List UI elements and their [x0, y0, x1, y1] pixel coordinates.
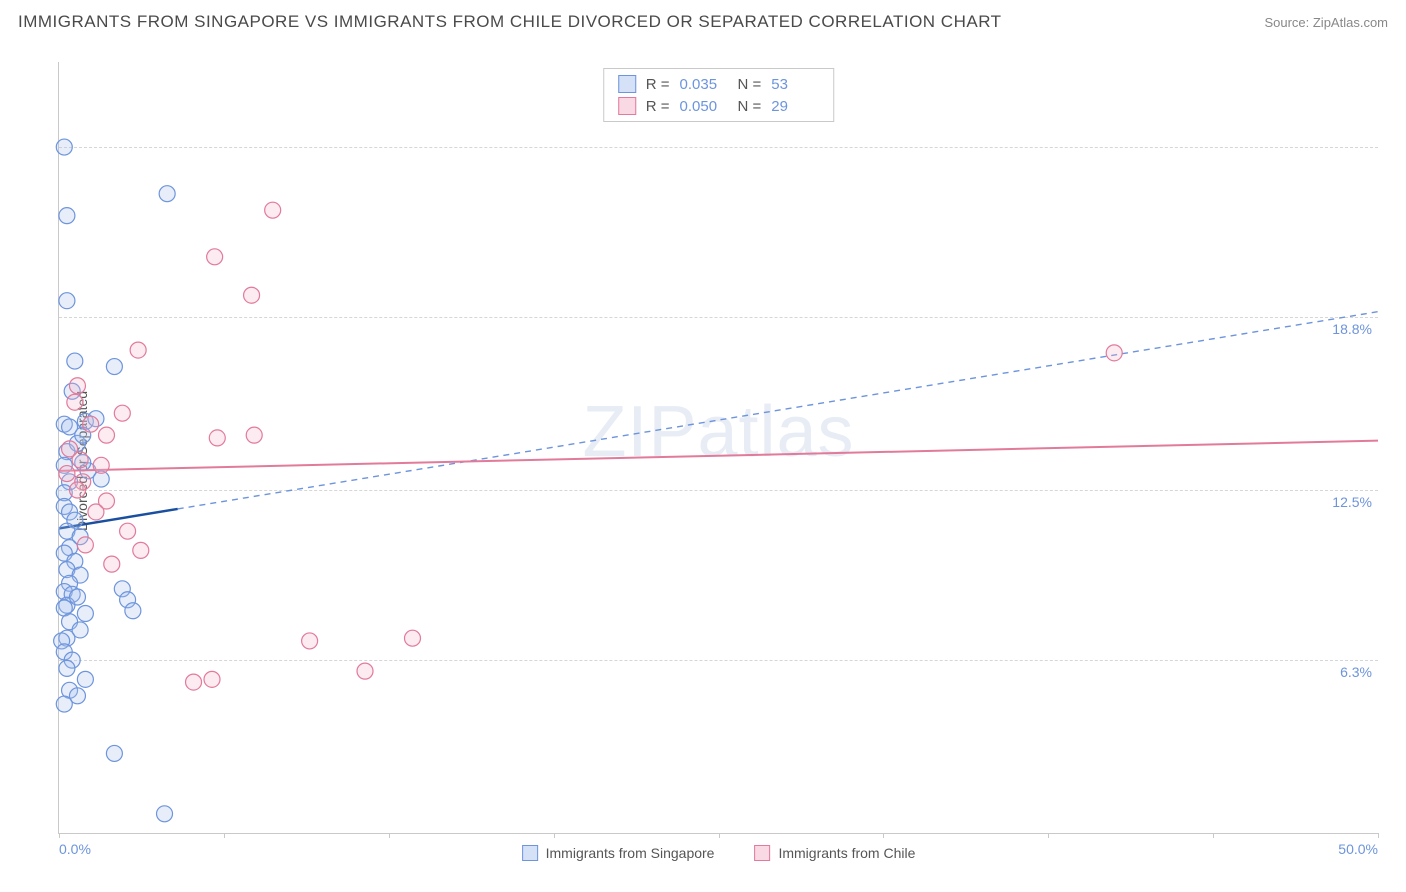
data-point [106, 745, 122, 761]
data-point [159, 186, 175, 202]
swatch-singapore-icon [522, 845, 538, 861]
data-point [357, 663, 373, 679]
xtick [389, 833, 390, 838]
data-point [114, 405, 130, 421]
data-point [93, 457, 109, 473]
data-point [59, 660, 75, 676]
data-point [204, 671, 220, 687]
data-point [83, 416, 99, 432]
data-point [104, 556, 120, 572]
chart-title: IMMIGRANTS FROM SINGAPORE VS IMMIGRANTS … [18, 12, 1002, 32]
xtick [224, 833, 225, 838]
data-point [120, 523, 136, 539]
xtick [719, 833, 720, 838]
regression-line [59, 441, 1378, 471]
data-point [77, 605, 93, 621]
correlation-legend: R = 0.035 N = 53 R = 0.050 N = 29 [603, 68, 835, 122]
n-value-chile: 29 [771, 98, 819, 115]
xtick [1048, 833, 1049, 838]
data-point [244, 287, 260, 303]
xtick [554, 833, 555, 838]
legend-label-singapore: Immigrants from Singapore [546, 845, 715, 861]
data-point [67, 394, 83, 410]
data-point [56, 696, 72, 712]
xtick [59, 833, 60, 838]
source-attribution: Source: ZipAtlas.com [1264, 15, 1388, 30]
swatch-chile-icon [754, 845, 770, 861]
data-point [59, 293, 75, 309]
data-point [77, 671, 93, 687]
data-point [157, 806, 173, 822]
r-label: R = [646, 98, 670, 115]
n-label: N = [738, 76, 762, 93]
data-point [186, 674, 202, 690]
xtick [1213, 833, 1214, 838]
r-label: R = [646, 76, 670, 93]
legend-label-chile: Immigrants from Chile [778, 845, 915, 861]
data-point [69, 482, 85, 498]
legend-row-singapore: R = 0.035 N = 53 [618, 73, 820, 95]
data-point [130, 342, 146, 358]
swatch-singapore-icon [618, 75, 636, 93]
legend-item-singapore: Immigrants from Singapore [522, 845, 715, 861]
data-point [106, 359, 122, 375]
xtick [883, 833, 884, 838]
data-point [404, 630, 420, 646]
data-point [67, 353, 83, 369]
series-legend: Immigrants from Singapore Immigrants fro… [522, 845, 916, 861]
xtick-label: 0.0% [59, 841, 91, 857]
data-point [209, 430, 225, 446]
data-point [69, 589, 85, 605]
data-point [133, 542, 149, 558]
chart-svg [59, 62, 1378, 833]
data-point [59, 466, 75, 482]
data-point [1106, 345, 1122, 361]
n-value-singapore: 53 [771, 76, 819, 93]
data-point [88, 504, 104, 520]
xtick [1378, 833, 1379, 838]
data-point [246, 427, 262, 443]
data-point [98, 427, 114, 443]
data-point [59, 208, 75, 224]
xtick-label: 50.0% [1338, 841, 1378, 857]
swatch-chile-icon [618, 97, 636, 115]
plot-area: ZIPatlas R = 0.035 N = 53 R = 0.050 N = … [58, 62, 1378, 834]
data-point [207, 249, 223, 265]
data-point [77, 537, 93, 553]
regression-line-dashed [178, 312, 1378, 509]
data-point [69, 378, 85, 394]
legend-row-chile: R = 0.050 N = 29 [618, 95, 820, 117]
data-point [72, 452, 88, 468]
legend-item-chile: Immigrants from Chile [754, 845, 915, 861]
data-point [265, 202, 281, 218]
r-value-chile: 0.050 [680, 98, 728, 115]
r-value-singapore: 0.035 [680, 76, 728, 93]
data-point [302, 633, 318, 649]
chart-container: Divorced or Separated ZIPatlas R = 0.035… [18, 48, 1388, 874]
data-point [125, 603, 141, 619]
n-label: N = [738, 98, 762, 115]
data-point [56, 139, 72, 155]
